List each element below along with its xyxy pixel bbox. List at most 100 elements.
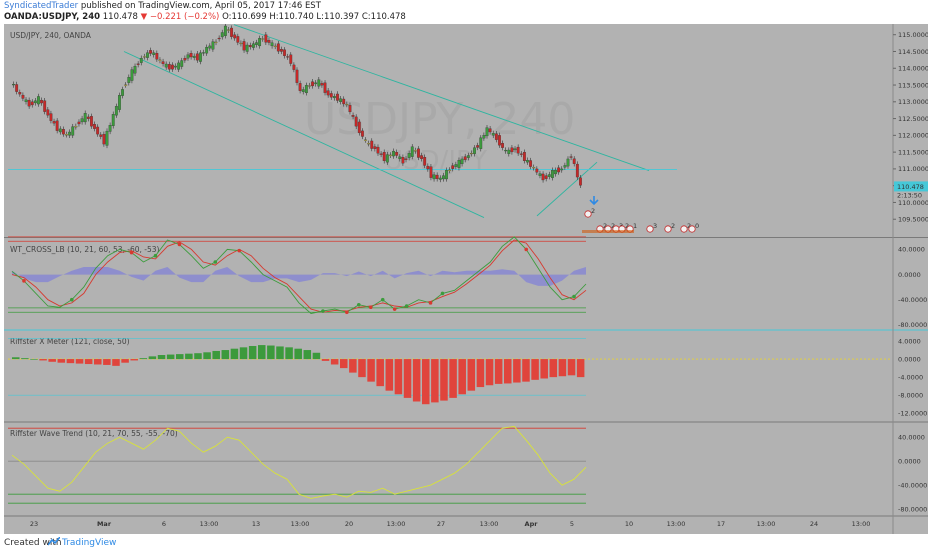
candle-body [507,149,511,154]
candle-body [283,49,286,56]
event-marker [584,210,592,218]
candle-body [566,158,570,167]
candle-body [146,52,149,58]
y-tick-label: 40.0000 [898,434,925,442]
symbol-line: OANDA:USDJPY, 240 110.478 ▼ −0.221 (−0.2… [4,12,406,23]
meter-bar [476,359,485,388]
candle-body [280,49,283,52]
candle-body [180,60,184,67]
event-marker [646,225,654,233]
meter-bar [30,359,38,360]
meter-bar [358,359,366,378]
cross-dot [428,301,433,305]
candle-body [498,135,501,146]
author-link[interactable]: SyndicatedTrader [4,1,79,11]
candle-body [494,133,498,140]
candle-body [152,52,156,55]
candle-body [547,174,551,177]
candle-body [255,42,258,45]
candle-body [516,146,520,154]
meter-bar [285,347,293,360]
y-tick-label: -8.0000 [898,391,923,399]
candle-body [124,84,128,86]
candle-body [230,27,233,37]
cross-dot [237,248,242,253]
meter-bar [194,353,202,360]
candle-body [438,177,442,180]
meter-bar [75,359,84,364]
candle-body [96,126,100,135]
symbol-name: OANDA:USDJPY, 240 [4,12,101,22]
candle-body [339,98,343,102]
chart-area[interactable]: USDJPY, 240 USD/JPY 115.0000 114.5000 114.00… [4,24,928,534]
meter-bar [330,359,339,365]
last-price: 110.478 [102,12,138,22]
candle-body [417,148,420,158]
candle-body [491,133,495,136]
candle-body [183,58,187,61]
meter-bar [185,353,193,360]
candle-body [15,84,19,92]
y-tick-label: -40.0000 [898,482,927,490]
candle-body [445,170,448,180]
candle-body [43,100,47,112]
candle-body [111,114,115,126]
candle-body [579,177,582,186]
cross-dot [69,297,74,302]
tradingview-brand-link[interactable]: TradingView [62,538,117,548]
x-tick-label: 23 [30,520,38,528]
candle-body [105,130,109,146]
meter-bar [412,359,421,402]
y-tick-label: 0.0000 [898,355,921,363]
meter-bar [112,359,120,366]
cross-dot [129,250,134,255]
y-tick-label: 114.0000 [898,65,928,73]
y-tick-label: -80.0000 [898,321,927,329]
y-tick-label: 40.0000 [898,246,925,254]
candle-body [395,151,399,156]
candle-body [379,153,383,155]
event-marker-count: 2 [687,222,691,230]
candle-body [233,34,237,39]
meter-bar [349,359,357,373]
candle-body [217,37,221,40]
candle-body [133,65,137,74]
y-tick-label: 111.5000 [898,148,928,156]
channel-upper-line [233,24,650,172]
candle-body [295,69,299,83]
candle-body [55,120,59,131]
x-tick-label: 13:00 [200,520,219,528]
candle-body [544,175,548,179]
wt-histogram [12,267,586,286]
candle-body [532,167,536,169]
wave-trend-line [11,425,587,499]
candle-body [336,93,339,101]
chart-header: SyndicatedTrader published on TradingVie… [0,0,932,24]
candle-body [551,170,554,178]
meter-bar [558,359,567,377]
candle-body [317,79,321,87]
y-tick-label: 111.0000 [898,165,928,173]
candle-body [569,156,573,158]
meter-bar [267,345,275,360]
candle-body [470,152,473,155]
meter-bar [449,359,457,398]
meter-bar [57,359,66,363]
candle-body [77,121,81,125]
candle-body [407,153,411,158]
candle-body [460,158,464,165]
candle-body [441,175,445,180]
candle-body [52,121,56,124]
footer: Created with TradingView [0,534,932,550]
cross-dot [368,305,373,310]
meter-bar [248,345,257,360]
meter-bar [130,359,138,361]
candle-body [121,89,124,96]
y-tick-label: 110.0000 [898,199,928,207]
event-marker-count: 0 [695,222,699,230]
meter-bar [504,359,512,384]
candle-body [276,43,280,52]
candle-body [171,64,174,70]
candle-body [304,85,308,94]
